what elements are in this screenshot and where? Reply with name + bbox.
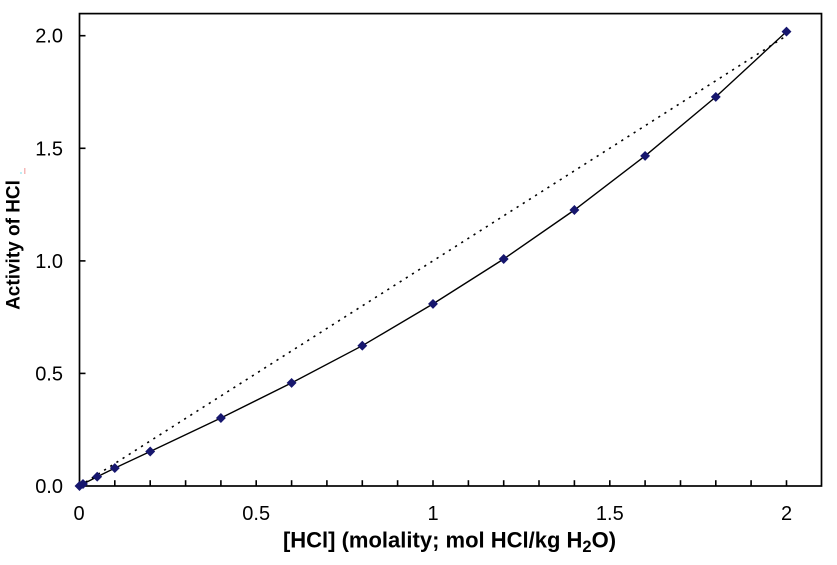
svg-text:1: 1 xyxy=(427,503,438,525)
svg-text:2.0: 2.0 xyxy=(35,26,63,48)
svg-text:0: 0 xyxy=(73,503,84,525)
svg-text:0.5: 0.5 xyxy=(242,503,270,525)
svg-text:0.0: 0.0 xyxy=(35,476,63,498)
svg-text:1.5: 1.5 xyxy=(596,503,624,525)
svg-text:2: 2 xyxy=(781,503,792,525)
svg-text:Activity of HCl: Activity of HCl xyxy=(4,180,25,310)
svg-text:0.5: 0.5 xyxy=(35,363,63,385)
svg-text:1.0: 1.0 xyxy=(35,251,63,273)
svg-text:1.5: 1.5 xyxy=(35,138,63,160)
svg-text:[HCl] (molality; mol HCl/kg H2: [HCl] (molality; mol HCl/kg H2O) xyxy=(283,528,616,557)
